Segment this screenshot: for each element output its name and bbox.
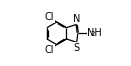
Text: 2: 2 xyxy=(91,31,95,37)
Text: NH: NH xyxy=(87,28,102,38)
Text: N: N xyxy=(73,14,80,24)
Text: Cl: Cl xyxy=(45,12,54,22)
Text: Cl: Cl xyxy=(45,45,54,55)
Text: S: S xyxy=(74,43,80,53)
